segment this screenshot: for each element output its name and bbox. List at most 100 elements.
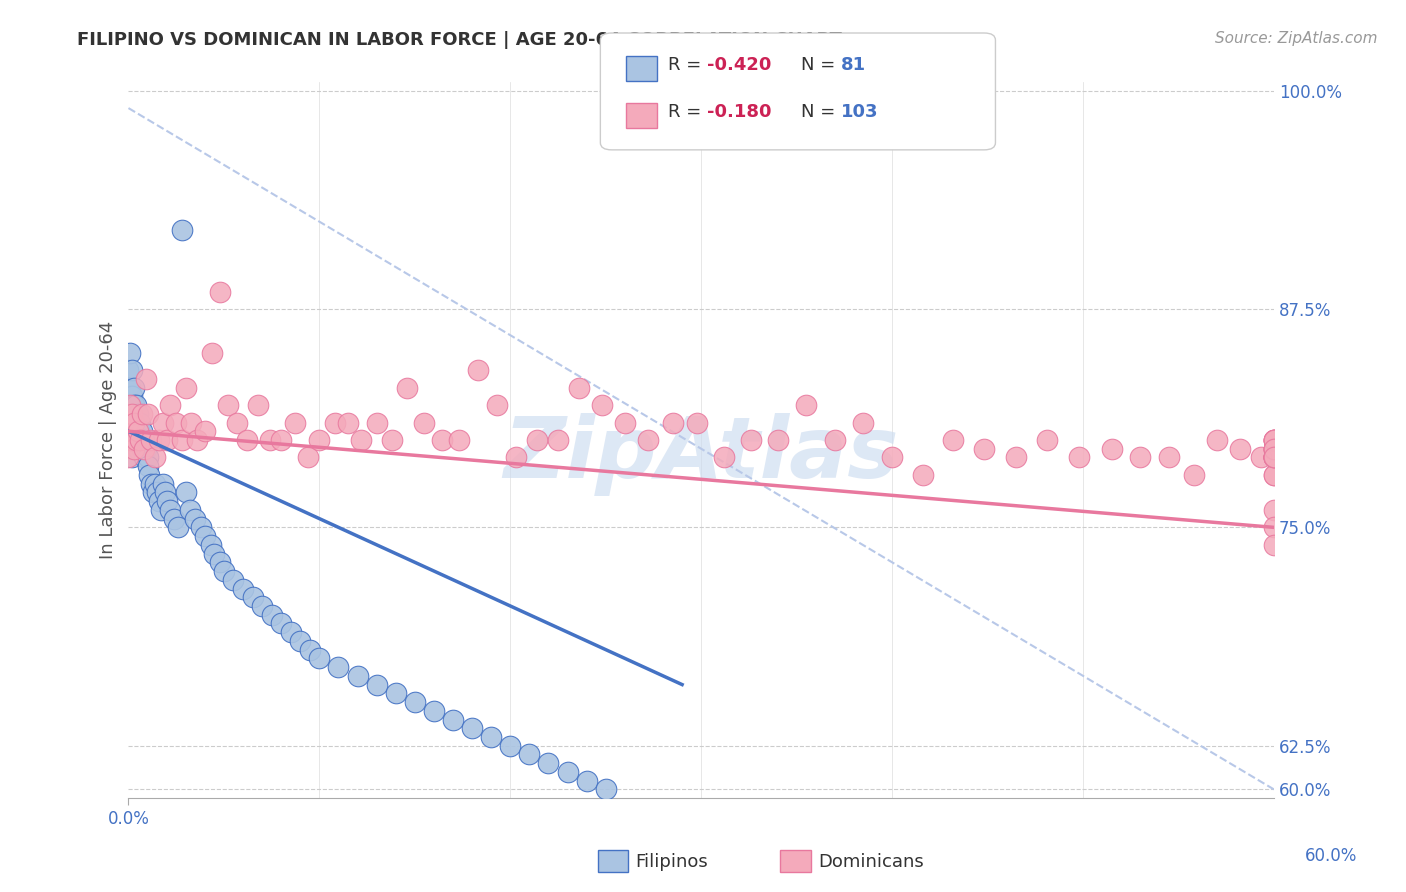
Filipinos xyxy=(136,450,159,465)
Dominicans xyxy=(1263,450,1285,465)
Dominicans xyxy=(148,433,170,447)
Dominicans xyxy=(1263,450,1285,465)
Filipinos xyxy=(156,494,179,508)
Filipinos xyxy=(122,433,145,447)
Text: N =: N = xyxy=(801,103,841,120)
Dominicans xyxy=(132,442,155,456)
Filipinos xyxy=(127,407,149,421)
Dominicans xyxy=(236,433,259,447)
Dominicans xyxy=(911,467,934,482)
Filipinos xyxy=(125,433,148,447)
Dominicans xyxy=(120,433,142,447)
Dominicans xyxy=(122,416,145,430)
Dominicans xyxy=(308,433,330,447)
Dominicans xyxy=(1263,450,1285,465)
Dominicans xyxy=(1250,450,1272,465)
Filipinos xyxy=(441,713,464,727)
Dominicans xyxy=(201,345,224,359)
Text: FILIPINO VS DOMINICAN IN LABOR FORCE | AGE 20-64 CORRELATION CHART: FILIPINO VS DOMINICAN IN LABOR FORCE | A… xyxy=(77,31,842,49)
Dominicans xyxy=(1263,442,1285,456)
Text: 81: 81 xyxy=(841,56,866,74)
Dominicans xyxy=(1263,450,1285,465)
Text: -0.420: -0.420 xyxy=(707,56,772,74)
Dominicans xyxy=(1069,450,1091,465)
Filipinos xyxy=(117,363,139,377)
Dominicans xyxy=(323,416,346,430)
Filipinos xyxy=(595,782,617,797)
Text: N =: N = xyxy=(801,56,841,74)
Filipinos xyxy=(142,485,165,500)
Dominicans xyxy=(259,433,281,447)
Filipinos xyxy=(575,773,598,788)
Filipinos xyxy=(499,739,522,753)
Dominicans xyxy=(143,450,166,465)
Dominicans xyxy=(125,433,148,447)
Filipinos xyxy=(143,476,166,491)
Filipinos xyxy=(212,564,235,578)
Filipinos xyxy=(298,642,321,657)
Dominicans xyxy=(284,416,307,430)
Dominicans xyxy=(740,433,762,447)
Dominicans xyxy=(1263,467,1285,482)
Filipinos xyxy=(149,503,172,517)
Dominicans xyxy=(121,407,143,421)
Dominicans xyxy=(396,381,419,395)
Dominicans xyxy=(127,425,149,439)
Filipinos xyxy=(250,599,273,613)
Dominicans xyxy=(117,450,139,465)
Filipinos xyxy=(308,651,330,665)
Dominicans xyxy=(485,398,508,412)
Filipinos xyxy=(152,476,174,491)
Dominicans xyxy=(129,433,152,447)
Filipinos xyxy=(136,459,159,474)
Filipinos xyxy=(200,538,222,552)
Filipinos xyxy=(174,485,197,500)
Dominicans xyxy=(156,433,179,447)
Dominicans xyxy=(1263,433,1285,447)
Filipinos xyxy=(209,555,232,569)
Dominicans xyxy=(159,398,181,412)
Dominicans xyxy=(1263,442,1285,456)
Dominicans xyxy=(1263,450,1285,465)
Filipinos xyxy=(346,669,368,683)
Text: Dominicans: Dominicans xyxy=(818,853,924,871)
Filipinos xyxy=(194,529,217,543)
Filipinos xyxy=(120,416,142,430)
Dominicans xyxy=(973,442,995,456)
Dominicans xyxy=(661,416,683,430)
Dominicans xyxy=(141,433,163,447)
Filipinos xyxy=(461,721,484,735)
Dominicans xyxy=(180,416,202,430)
Filipinos xyxy=(129,416,152,430)
Dominicans xyxy=(713,450,735,465)
Dominicans xyxy=(1205,433,1227,447)
Filipinos xyxy=(120,433,142,447)
Filipinos xyxy=(122,416,145,430)
Dominicans xyxy=(1005,450,1028,465)
Dominicans xyxy=(121,433,143,447)
Dominicans xyxy=(1263,520,1285,534)
Filipinos xyxy=(148,494,170,508)
Dominicans xyxy=(1263,450,1285,465)
Dominicans xyxy=(794,398,817,412)
Filipinos xyxy=(120,345,142,359)
Filipinos xyxy=(270,616,292,631)
Dominicans xyxy=(568,381,591,395)
Filipinos xyxy=(122,381,145,395)
Filipinos xyxy=(423,704,446,718)
Text: Source: ZipAtlas.com: Source: ZipAtlas.com xyxy=(1215,31,1378,46)
Dominicans xyxy=(505,450,527,465)
Dominicans xyxy=(174,381,197,395)
Filipinos xyxy=(404,695,426,709)
Text: 60.0%: 60.0% xyxy=(1305,847,1357,865)
Dominicans xyxy=(1263,433,1285,447)
Filipinos xyxy=(146,485,169,500)
Filipinos xyxy=(131,442,153,456)
Dominicans xyxy=(1263,442,1285,456)
Filipinos xyxy=(366,677,388,691)
Dominicans xyxy=(1263,467,1285,482)
Dominicans xyxy=(122,442,145,456)
Dominicans xyxy=(136,407,159,421)
Filipinos xyxy=(280,625,302,640)
Filipinos xyxy=(127,425,149,439)
